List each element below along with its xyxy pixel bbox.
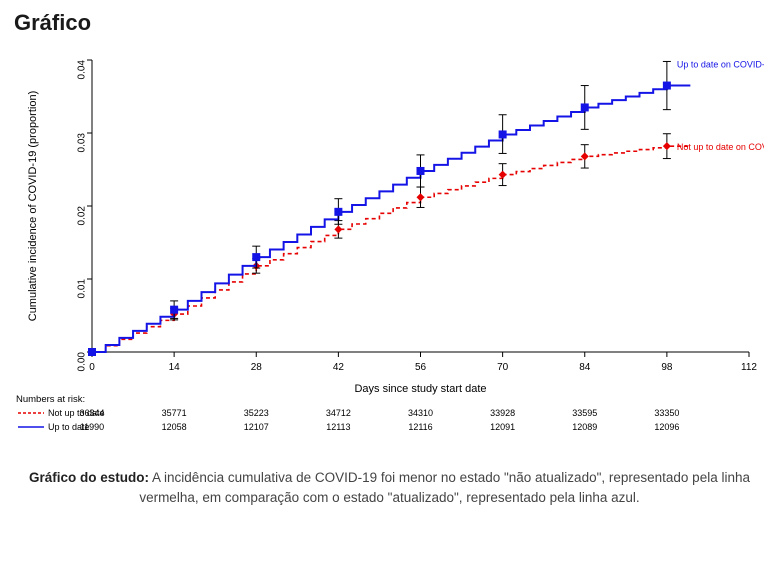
risk-cell: 12058	[162, 422, 187, 432]
risk-cell: 33928	[490, 408, 515, 418]
svg-text:Cumulative incidence of COVID-: Cumulative incidence of COVID-19 (propor…	[27, 91, 39, 322]
risk-cell: 35223	[244, 408, 269, 418]
risk-cell: 12116	[408, 422, 432, 432]
svg-text:0.00: 0.00	[77, 352, 88, 372]
caption-bold: Gráfico do estudo:	[29, 470, 149, 485]
risk-cell: 12107	[244, 422, 269, 432]
risk-cell: 12113	[326, 422, 350, 432]
caption-text: A incidência cumulativa de COVID-19 foi …	[139, 470, 750, 505]
svg-text:84: 84	[579, 362, 591, 373]
svg-text:42: 42	[333, 362, 345, 373]
svg-text:70: 70	[497, 362, 509, 373]
svg-text:0.04: 0.04	[77, 60, 88, 80]
risk-cell: 34310	[408, 408, 433, 418]
risk-cell: 33350	[654, 408, 679, 418]
risk-cell: 12096	[654, 422, 679, 432]
series-label-up-to-date: Up to date on COVID-19 vaccination	[677, 60, 764, 70]
svg-text:28: 28	[251, 362, 263, 373]
risk-cell: 35771	[162, 408, 187, 418]
risk-cell: 33595	[572, 408, 597, 418]
chart-caption: Gráfico do estudo: A incidência cumulati…	[24, 468, 755, 509]
series-line-not-up-to-date	[92, 146, 690, 352]
svg-text:98: 98	[661, 362, 673, 373]
svg-text:0.02: 0.02	[77, 206, 88, 226]
risk-cell: 12089	[572, 422, 597, 432]
series-label-not-up-to-date: Not up to date on COVID-19 vaccination	[677, 142, 764, 152]
svg-text:Days since study start date: Days since study start date	[354, 383, 486, 395]
chart-svg: 0 14 28 42 56 70 84 98 112 0.00 0.01 0.02 0.03 0.04 Da…	[14, 42, 764, 462]
svg-text:0.01: 0.01	[77, 279, 88, 299]
risk-cell: 11990	[80, 422, 104, 432]
svg-text:0: 0	[89, 362, 95, 373]
svg-text:56: 56	[415, 362, 427, 373]
svg-text:14: 14	[169, 362, 181, 373]
risk-cell: 12091	[490, 422, 515, 432]
risk-cell: 34712	[326, 408, 351, 418]
incidence-chart: 0 14 28 42 56 70 84 98 112 0.00 0.01 0.02 0.03 0.04 Da…	[14, 42, 764, 462]
svg-text:0.03: 0.03	[77, 133, 88, 153]
series-line-up-to-date	[92, 86, 690, 352]
risk-table-header: Numbers at risk:	[16, 394, 85, 405]
svg-text:112: 112	[741, 362, 757, 373]
risk-cell: 36344	[79, 408, 104, 418]
page-title: Gráfico	[14, 10, 765, 36]
